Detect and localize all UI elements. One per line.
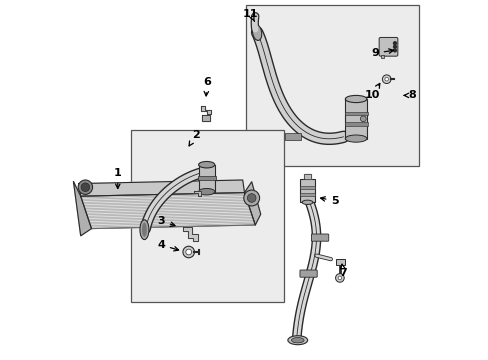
Circle shape — [384, 77, 387, 81]
Ellipse shape — [252, 24, 261, 40]
Text: 10: 10 — [364, 84, 379, 100]
Text: 7: 7 — [339, 264, 346, 278]
Bar — [300, 179, 314, 202]
Bar — [198, 176, 215, 180]
Ellipse shape — [291, 338, 304, 343]
Ellipse shape — [302, 200, 312, 204]
Circle shape — [81, 183, 89, 192]
Circle shape — [185, 249, 191, 255]
Circle shape — [247, 194, 256, 202]
Polygon shape — [81, 193, 255, 229]
Ellipse shape — [140, 220, 149, 240]
Text: 6: 6 — [203, 77, 210, 96]
FancyBboxPatch shape — [378, 37, 397, 56]
FancyBboxPatch shape — [299, 270, 317, 277]
Polygon shape — [201, 115, 209, 121]
Text: 1: 1 — [114, 168, 122, 188]
Circle shape — [183, 246, 194, 258]
Circle shape — [78, 180, 92, 194]
Bar — [299, 186, 315, 189]
Text: 2: 2 — [189, 130, 200, 146]
Bar — [131, 130, 284, 302]
Circle shape — [382, 75, 390, 84]
Circle shape — [244, 190, 259, 206]
Polygon shape — [194, 191, 200, 196]
Bar — [299, 193, 315, 196]
Bar — [344, 112, 367, 115]
Text: 3: 3 — [157, 216, 175, 226]
FancyBboxPatch shape — [311, 234, 328, 241]
Bar — [285, 133, 301, 140]
Bar — [345, 99, 366, 139]
Ellipse shape — [345, 95, 366, 103]
Ellipse shape — [287, 336, 307, 345]
Text: 5: 5 — [320, 196, 338, 206]
Ellipse shape — [198, 161, 214, 168]
Ellipse shape — [142, 222, 146, 237]
Bar — [380, 55, 384, 58]
Bar — [335, 259, 344, 265]
Circle shape — [393, 45, 396, 48]
Circle shape — [337, 276, 341, 280]
Polygon shape — [244, 182, 260, 225]
Polygon shape — [303, 174, 310, 179]
Polygon shape — [79, 180, 244, 196]
Ellipse shape — [345, 135, 366, 142]
Polygon shape — [183, 227, 197, 241]
Bar — [246, 5, 418, 166]
Circle shape — [393, 49, 396, 52]
Text: 9: 9 — [370, 48, 392, 58]
Polygon shape — [200, 106, 211, 114]
Bar — [198, 165, 214, 192]
Circle shape — [360, 116, 366, 122]
Text: 11: 11 — [243, 9, 258, 22]
Circle shape — [335, 274, 344, 282]
Text: 8: 8 — [404, 90, 415, 100]
Text: 4: 4 — [157, 240, 178, 251]
Circle shape — [393, 42, 396, 45]
Bar — [344, 122, 367, 126]
Polygon shape — [73, 182, 91, 236]
Ellipse shape — [198, 188, 214, 195]
